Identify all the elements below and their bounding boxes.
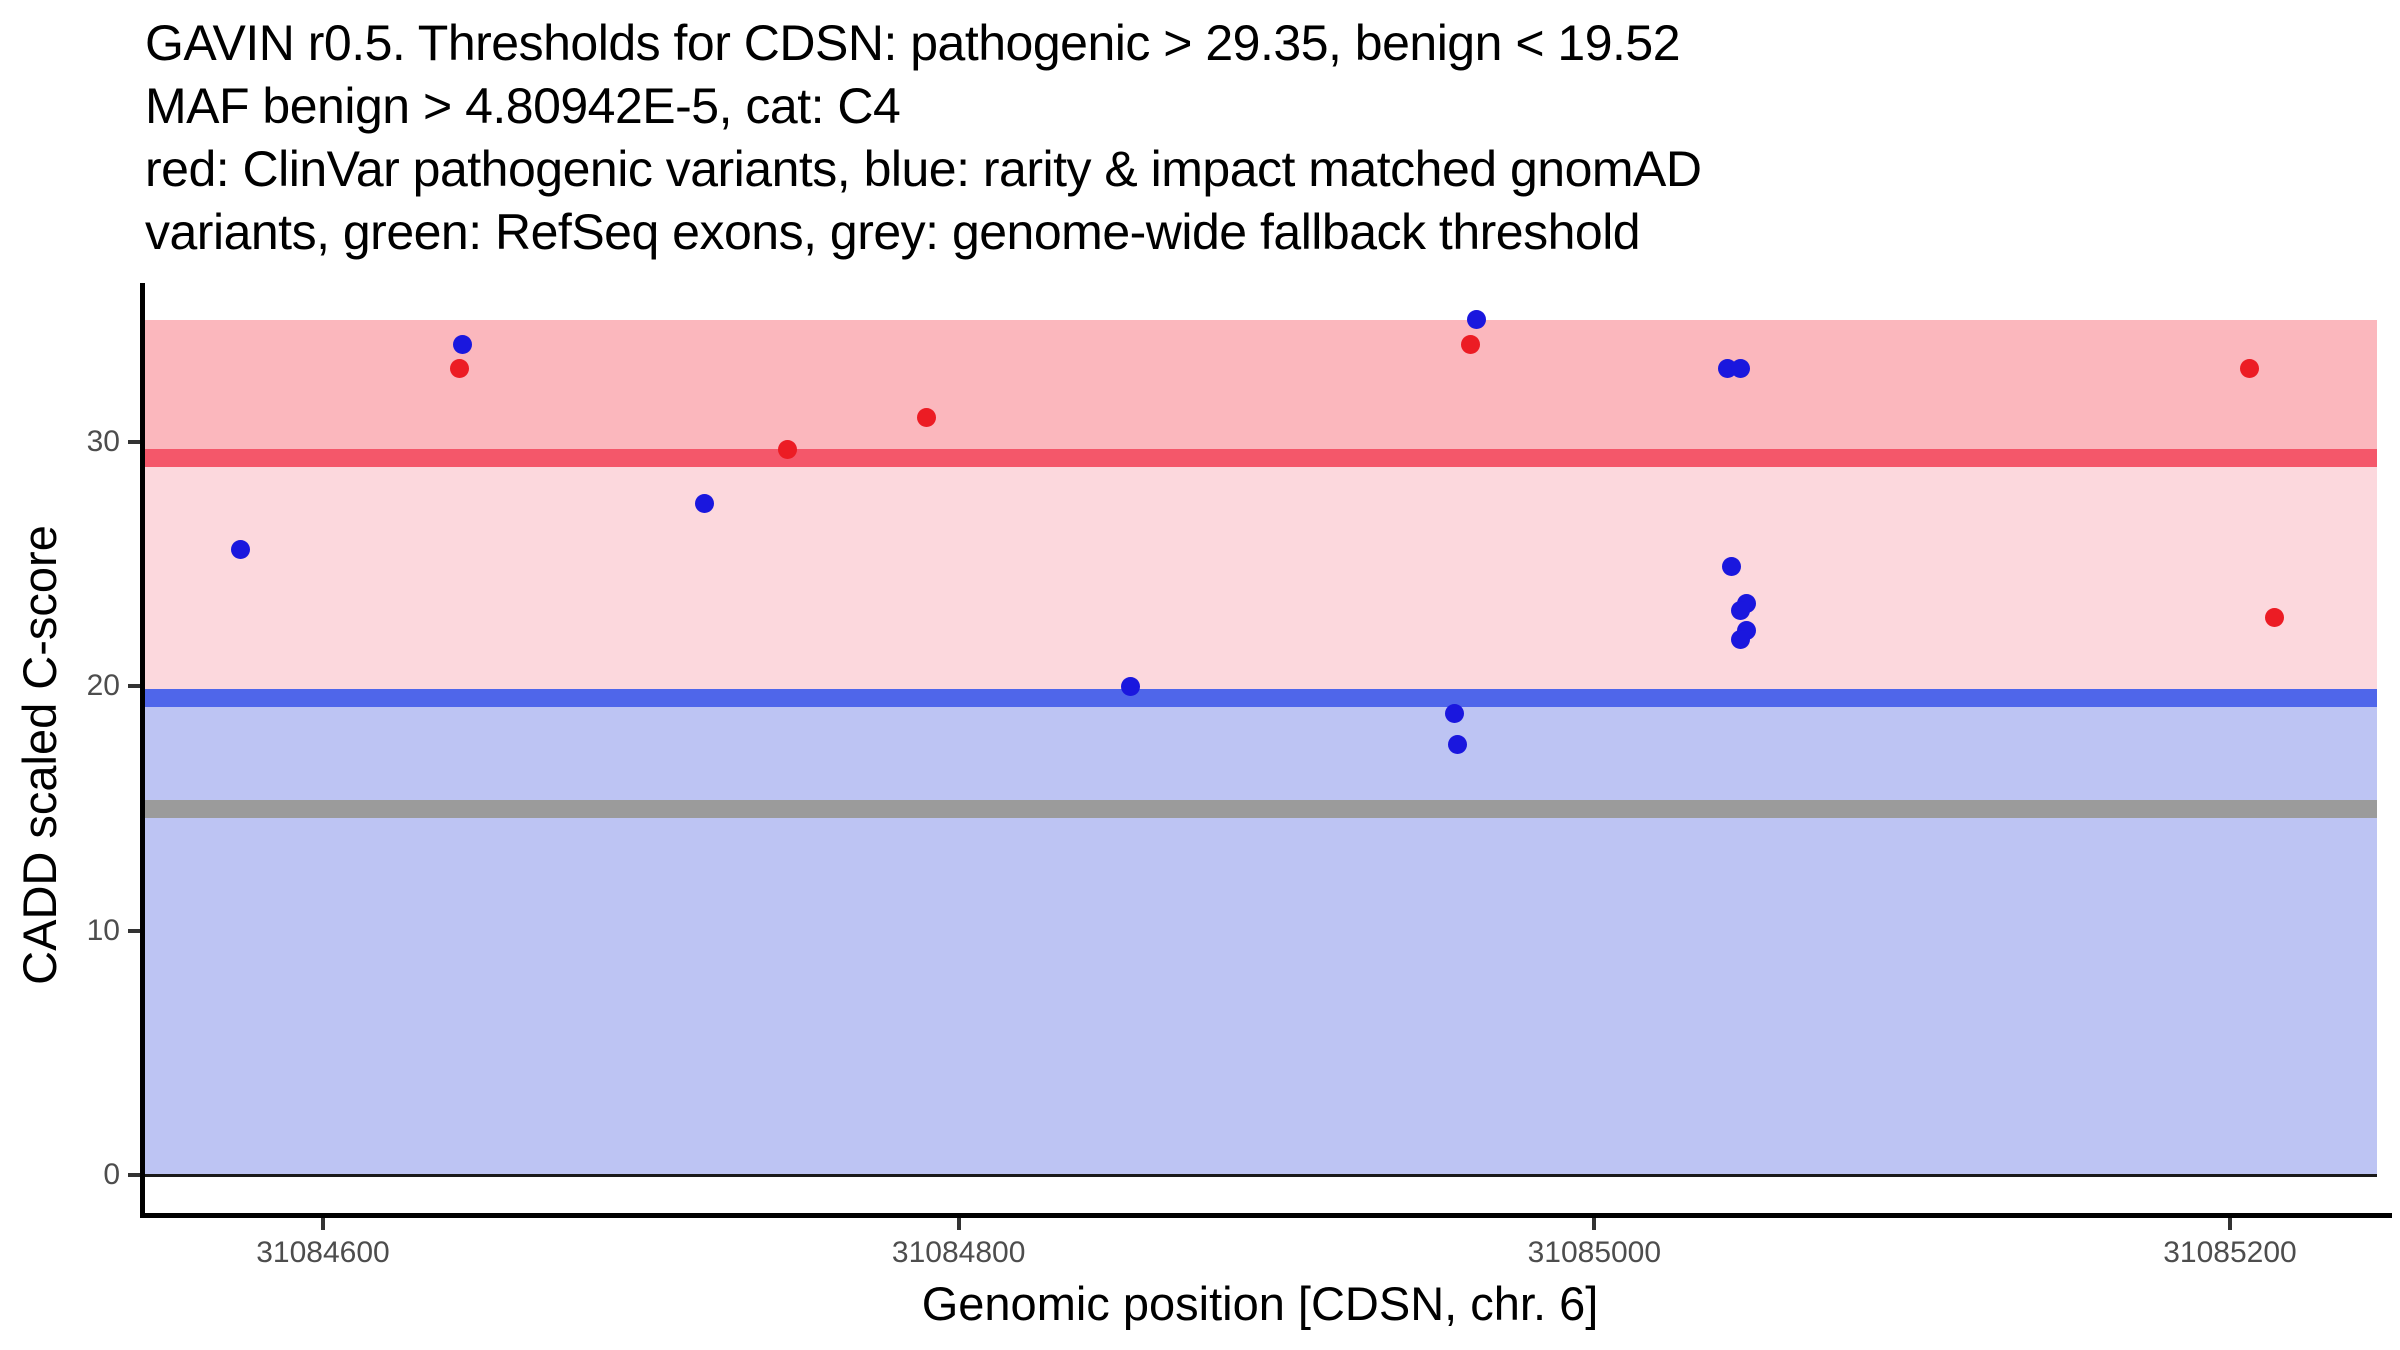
x-tick-mark (321, 1218, 325, 1230)
title-line-3: red: ClinVar pathogenic variants, blue: … (145, 141, 1702, 197)
gnomad-matched-variant-point (453, 334, 473, 354)
plot-panel (142, 285, 2377, 1214)
benign-threshold-line (142, 689, 2377, 708)
x-tick-mark (956, 1218, 961, 1230)
x-axis-line (140, 1213, 2392, 1218)
gnomad-matched-variant-point (694, 493, 714, 513)
gnomad-matched-variant-point (230, 540, 250, 559)
clinvar-pathogenic-variant-point (450, 359, 470, 379)
gnomad-matched-variant-point (1120, 676, 1140, 696)
clinvar-pathogenic-variant-point (2239, 359, 2259, 379)
y-tick-label: 20 (86, 669, 120, 703)
x-tick-mark (1592, 1218, 1597, 1230)
gnomad-matched-variant-point (1467, 310, 1487, 330)
clinvar-pathogenic-variant-point (1460, 334, 1480, 354)
clinvar-pathogenic-variant-point (777, 439, 797, 459)
title-line-1: GAVIN r0.5. Thresholds for CDSN: pathoge… (145, 15, 1681, 71)
y-tick-label: 0 (103, 1158, 120, 1191)
gnomad-matched-variant-point (1731, 630, 1751, 650)
gnomad-matched-variant-point (1731, 601, 1751, 621)
title-line-2: MAF benign > 4.80942E-5, cat: C4 (145, 78, 901, 134)
y-tick-label: 10 (86, 913, 120, 947)
zero-baseline (142, 1174, 2377, 1177)
genome-wide-fallback-threshold-line (142, 799, 2377, 818)
clinvar-pathogenic-variant-point (2264, 608, 2284, 628)
y-axis-line (140, 283, 145, 1218)
x-tick-label: 31084800 (891, 1236, 1026, 1269)
x-tick-label: 31085200 (2163, 1236, 2297, 1269)
intermediate-zone-band (142, 457, 2377, 699)
y-tick-mark (128, 928, 140, 933)
y-axis-title: CADD scaled C-score (13, 525, 66, 985)
gnomad-matched-variant-point (1721, 557, 1741, 577)
gnomad-matched-variant-point (1448, 735, 1468, 755)
x-tick-label: 31084600 (256, 1236, 390, 1269)
benign-zone-band (142, 698, 2377, 1175)
gnomad-matched-variant-point (1444, 703, 1464, 723)
y-tick-mark (128, 1173, 140, 1177)
x-axis-title: Genomic position [CDSN, chr. 6] (921, 1277, 1599, 1330)
y-tick-label: 30 (86, 425, 120, 458)
plot-title: GAVIN r0.5. Thresholds for CDSN: pathoge… (145, 12, 1702, 264)
clinvar-pathogenic-variant-point (917, 408, 937, 428)
pathogenic-threshold-line (142, 448, 2377, 467)
gnomad-matched-variant-point (1731, 359, 1751, 379)
y-tick-mark (128, 440, 140, 444)
pathogenic-zone-band (142, 319, 2377, 458)
x-tick-label: 31085000 (1527, 1236, 1662, 1269)
title-line-4: variants, green: RefSeq exons, grey: gen… (145, 204, 1641, 260)
x-tick-mark (2227, 1218, 2232, 1230)
y-tick-mark (128, 684, 140, 689)
